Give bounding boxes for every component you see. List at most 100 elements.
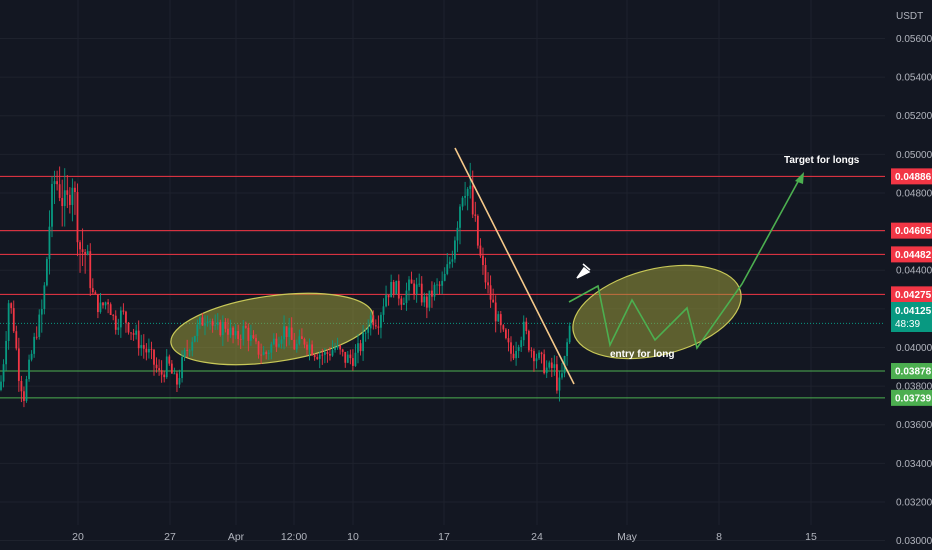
- candle-body: [499, 314, 502, 326]
- grid-lines: [0, 0, 885, 542]
- candle-body: [168, 356, 171, 364]
- candle-body: [336, 345, 339, 348]
- candle-body: [153, 349, 155, 365]
- candle-body: [81, 249, 84, 252]
- candle-body: [525, 321, 528, 331]
- candle-body: [66, 190, 69, 195]
- current-price-countdown: 48:39: [895, 319, 920, 330]
- y-tick-label: 0.05200: [896, 111, 932, 122]
- candle-body: [229, 327, 232, 335]
- candle-body: [505, 329, 507, 339]
- candle-body: [346, 354, 349, 363]
- candle-body: [46, 259, 48, 286]
- candle-body: [97, 294, 99, 313]
- candle-body: [425, 296, 428, 308]
- candle-body: [538, 352, 540, 359]
- candle-body: [283, 326, 285, 340]
- candle-body: [165, 356, 168, 378]
- candle-body: [56, 181, 58, 185]
- candle-body: [114, 315, 117, 330]
- candle-body: [288, 327, 291, 338]
- candle-body: [405, 290, 408, 304]
- candle-body: [431, 290, 433, 297]
- candle-body: [183, 349, 186, 358]
- x-tick-label: 15: [805, 531, 817, 543]
- candle-body: [441, 280, 444, 286]
- candle-body: [433, 284, 436, 297]
- candle-body: [568, 325, 571, 343]
- candle-body: [515, 350, 517, 359]
- candle-body: [476, 215, 479, 246]
- candle-body: [239, 338, 242, 340]
- candle-body: [219, 322, 222, 336]
- candle-body: [540, 352, 543, 355]
- candle-body: [454, 240, 456, 260]
- price-level-tag: [891, 168, 932, 185]
- candle-body: [232, 327, 234, 336]
- candle-body: [211, 321, 214, 326]
- candle-body: [176, 373, 178, 385]
- candle-body: [244, 325, 247, 328]
- time-axis[interactable]: 20 27 Apr 12:00 10 17 24 May 8 15: [72, 531, 817, 543]
- candle-body: [392, 282, 395, 295]
- candle-body: [395, 280, 398, 295]
- candle-body: [502, 325, 505, 330]
- candle-body: [374, 325, 377, 327]
- projection-arrowhead: [795, 172, 804, 184]
- candle-body: [122, 310, 125, 312]
- drawings: [454, 147, 804, 385]
- candle-body: [301, 336, 303, 339]
- candle-body: [303, 338, 306, 345]
- candle-body: [10, 303, 13, 309]
- candle-body: [102, 302, 104, 306]
- candle-body: [474, 214, 477, 216]
- candle-body: [30, 353, 33, 360]
- candle-body: [530, 350, 533, 352]
- quote-unit: USDT: [896, 11, 923, 22]
- candle-body: [99, 302, 102, 313]
- y-tick-label: 0.04400: [896, 266, 932, 277]
- candle-body: [140, 345, 143, 349]
- candle-body: [109, 304, 112, 316]
- candle-body: [461, 197, 464, 207]
- candle-body: [492, 299, 495, 303]
- candle-body: [267, 352, 270, 354]
- candle-body: [204, 323, 206, 326]
- y-tick-label: 0.03800: [896, 382, 932, 393]
- candle-body: [127, 322, 130, 333]
- candle-body: [12, 308, 15, 332]
- candle-body: [459, 206, 461, 228]
- candle-body: [58, 184, 61, 198]
- candle-body: [5, 340, 7, 365]
- price-level-tag: [891, 246, 932, 263]
- price-level-tag-text: 0.04605: [895, 226, 932, 237]
- candle-body: [155, 364, 158, 369]
- price-level-tag-text: 0.04275: [895, 290, 932, 301]
- candle-body: [334, 347, 336, 351]
- candle-body: [512, 353, 515, 359]
- y-tick-label: 0.03200: [896, 497, 932, 508]
- candle-body: [272, 338, 275, 345]
- candle-body: [178, 378, 181, 385]
- candle-body: [290, 327, 293, 340]
- x-tick-label: 8: [716, 531, 722, 543]
- candle-body: [142, 345, 145, 349]
- target-for-longs-label: Target for longs: [784, 155, 860, 166]
- candle-body: [510, 342, 512, 354]
- projection-path: [568, 177, 801, 350]
- candle-body: [193, 336, 196, 342]
- candle-body: [448, 261, 451, 265]
- candle-body: [367, 328, 370, 333]
- candle-body: [74, 187, 76, 193]
- candle-body: [298, 336, 301, 344]
- price-level-tag-text: 0.04482: [895, 250, 932, 261]
- candle-body: [410, 279, 413, 284]
- candle-body: [489, 285, 492, 300]
- candle-body: [234, 331, 237, 336]
- y-tick-label: 0.03400: [896, 459, 932, 470]
- candle-body: [40, 309, 43, 315]
- candle-body: [201, 317, 204, 326]
- candle-body: [349, 354, 352, 359]
- candle-body: [326, 352, 329, 354]
